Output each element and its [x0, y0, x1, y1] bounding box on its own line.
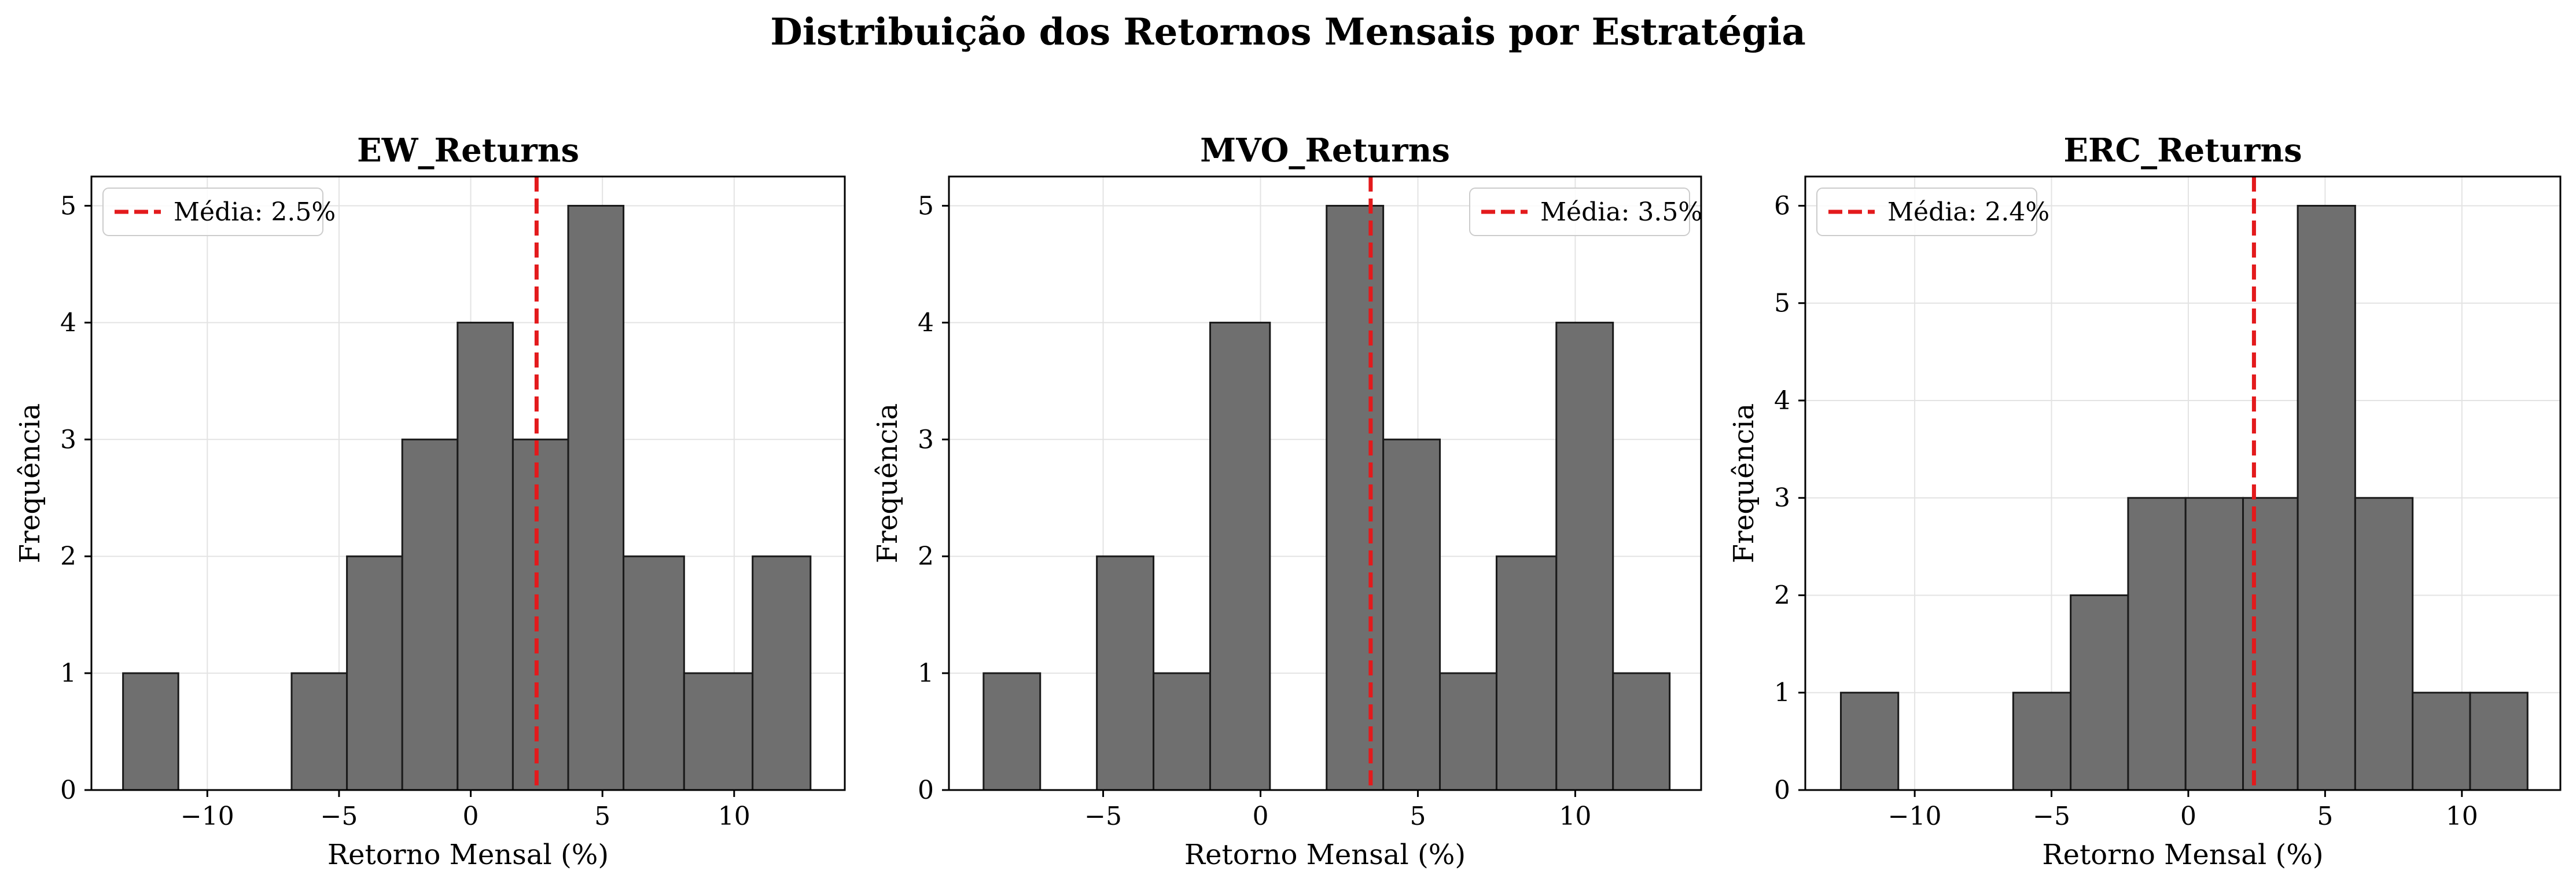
histogram-bar	[2184, 497, 2244, 791]
x-tick-label: −5	[1084, 802, 1122, 831]
histogram-bar	[1153, 672, 1211, 791]
histogram-bar	[346, 555, 403, 791]
y-tick-label: 5	[1774, 289, 1790, 318]
histogram-bar	[2297, 204, 2356, 791]
histogram-bar	[401, 438, 459, 791]
histogram-bar	[567, 204, 625, 791]
y-tick-label: 3	[918, 425, 934, 454]
y-tick-label: 6	[1774, 191, 1790, 221]
histogram-bar	[511, 438, 569, 791]
histogram-bar	[1839, 692, 1900, 791]
panel-title: ERC_Returns	[2063, 131, 2302, 170]
histogram-bar	[2469, 692, 2529, 791]
histogram-bar	[623, 555, 685, 791]
histogram-bar	[1495, 555, 1558, 791]
y-axis-label: Frequência	[14, 403, 46, 563]
histogram-bar	[1439, 672, 1497, 791]
x-tick-label: −5	[2033, 802, 2070, 831]
y-tick-label: 4	[60, 308, 76, 337]
legend-box	[1816, 188, 2037, 236]
histogram-bar	[1382, 438, 1441, 791]
axes-frame	[1804, 175, 2562, 791]
y-tick-label: 0	[1774, 776, 1790, 805]
histogram-bar	[1612, 672, 1671, 791]
y-tick-label: 3	[1774, 483, 1790, 513]
y-tick-label: 2	[60, 542, 76, 571]
legend-label: Média: 3.5%	[1540, 197, 1702, 227]
legend-label: Média: 2.4%	[1887, 197, 2049, 227]
histogram-bar	[122, 672, 179, 791]
legend: Média: 2.4%	[1816, 188, 2049, 236]
x-tick-label: −10	[181, 802, 234, 831]
y-tick-label: 1	[60, 659, 76, 688]
x-tick-label: 0	[463, 802, 479, 831]
histogram-bar	[1096, 555, 1155, 791]
x-axis-label: Retorno Mensal (%)	[2042, 839, 2323, 871]
histogram-bar	[1209, 321, 1271, 791]
x-axis-label: Retorno Mensal (%)	[327, 839, 609, 871]
panel-title: EW_Returns	[357, 131, 579, 170]
x-tick-label: 5	[2317, 802, 2333, 831]
y-tick-label: 2	[918, 542, 934, 571]
y-tick-label: 5	[60, 191, 76, 221]
y-tick-label: 3	[60, 425, 76, 454]
histogram-bar	[982, 672, 1042, 791]
x-tick-label: 10	[1559, 802, 1591, 831]
y-axis-label: Frequência	[871, 403, 904, 563]
histogram-bar	[2070, 594, 2129, 791]
y-tick-label: 0	[60, 776, 76, 805]
x-tick-label: 5	[594, 802, 610, 831]
x-tick-label: 10	[2446, 802, 2478, 831]
figure-title: Distribuição dos Retornos Mensais por Es…	[770, 10, 1806, 54]
y-tick-label: 1	[1774, 678, 1790, 708]
histogram-bar	[1555, 321, 1614, 791]
y-tick-label: 2	[1774, 581, 1790, 610]
histogram-bar	[683, 672, 754, 791]
x-axis-label: Retorno Mensal (%)	[1184, 839, 1466, 871]
y-tick-label: 4	[1774, 386, 1790, 416]
legend-box	[102, 188, 323, 236]
axes-frame	[948, 175, 1702, 791]
x-tick-label: −10	[1888, 802, 1942, 831]
histogram-bar	[2412, 692, 2471, 791]
panel-title: MVO_Returns	[1200, 131, 1450, 170]
axes-frame	[90, 175, 846, 791]
x-tick-label: 0	[1252, 802, 1268, 831]
histogram-bar	[752, 555, 812, 791]
histogram-bar	[2242, 497, 2299, 791]
legend: Média: 2.5%	[102, 188, 336, 236]
y-tick-label: 5	[918, 191, 934, 221]
histogram-bar	[2012, 692, 2072, 791]
histogram-bar	[290, 672, 348, 791]
legend-label: Média: 2.5%	[174, 197, 336, 227]
histogram-bar	[457, 321, 514, 791]
chart-panel-1: −10 −5 0 5 10 0 1 2 3 4 5 EW_Returns Retorno Mensal …	[14, 131, 846, 871]
histogram-bar	[2127, 497, 2187, 791]
x-tick-label: −5	[320, 802, 358, 831]
legend: Média: 3.5%	[1469, 188, 1702, 236]
legend-box	[1469, 188, 1690, 236]
chart-panel-3: −10 −5 0 5 10 0 1 2 3 4 5 6 ERC_Returns Retorno Mensa…	[1728, 131, 2562, 871]
x-tick-label: 0	[2180, 802, 2196, 831]
x-tick-label: 5	[1410, 802, 1426, 831]
histogram-bar	[2354, 497, 2414, 791]
y-tick-label: 0	[918, 776, 934, 805]
x-tick-label: 10	[718, 802, 750, 831]
y-tick-label: 4	[918, 308, 934, 337]
chart-panel-2: −5 0 5 10 0 1 2 3 4 5 MVO_Returns Retorno Mensal (%…	[871, 131, 1702, 871]
histogram-bar	[1326, 204, 1385, 791]
y-tick-label: 1	[918, 659, 934, 688]
y-axis-label: Frequência	[1728, 403, 1760, 563]
